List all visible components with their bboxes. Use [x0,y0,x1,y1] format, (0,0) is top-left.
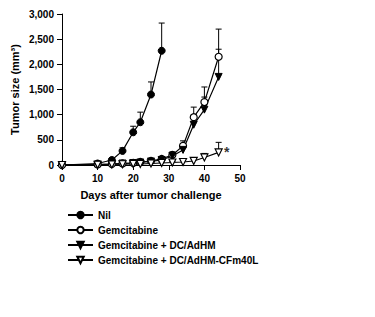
svg-text:Gemcitabine + DC/AdHM-CFm40L: Gemcitabine + DC/AdHM-CFm40L [98,255,258,266]
svg-text:1,500: 1,500 [29,84,54,95]
svg-text:10: 10 [92,173,104,184]
svg-text:40: 40 [199,173,211,184]
svg-text:Nil: Nil [98,210,111,221]
svg-text:1,000: 1,000 [29,109,54,120]
svg-text:Gemcitabine: Gemcitabine [98,225,158,236]
svg-text:Tumor size (mm³): Tumor size (mm³) [9,44,21,135]
svg-text:2,500: 2,500 [29,34,54,45]
svg-text:50: 50 [234,173,246,184]
svg-text:3,000: 3,000 [29,9,54,20]
svg-text:0: 0 [48,160,54,171]
svg-text:*: * [224,144,230,160]
svg-text:Gemcitabine + DC/AdHM: Gemcitabine + DC/AdHM [98,240,216,251]
svg-text:Days after tumor challenge: Days after tumor challenge [80,189,221,201]
svg-text:0: 0 [59,173,65,184]
svg-text:2,000: 2,000 [29,59,54,70]
svg-text:20: 20 [128,173,140,184]
svg-text:500: 500 [37,134,54,145]
svg-text:30: 30 [163,173,175,184]
